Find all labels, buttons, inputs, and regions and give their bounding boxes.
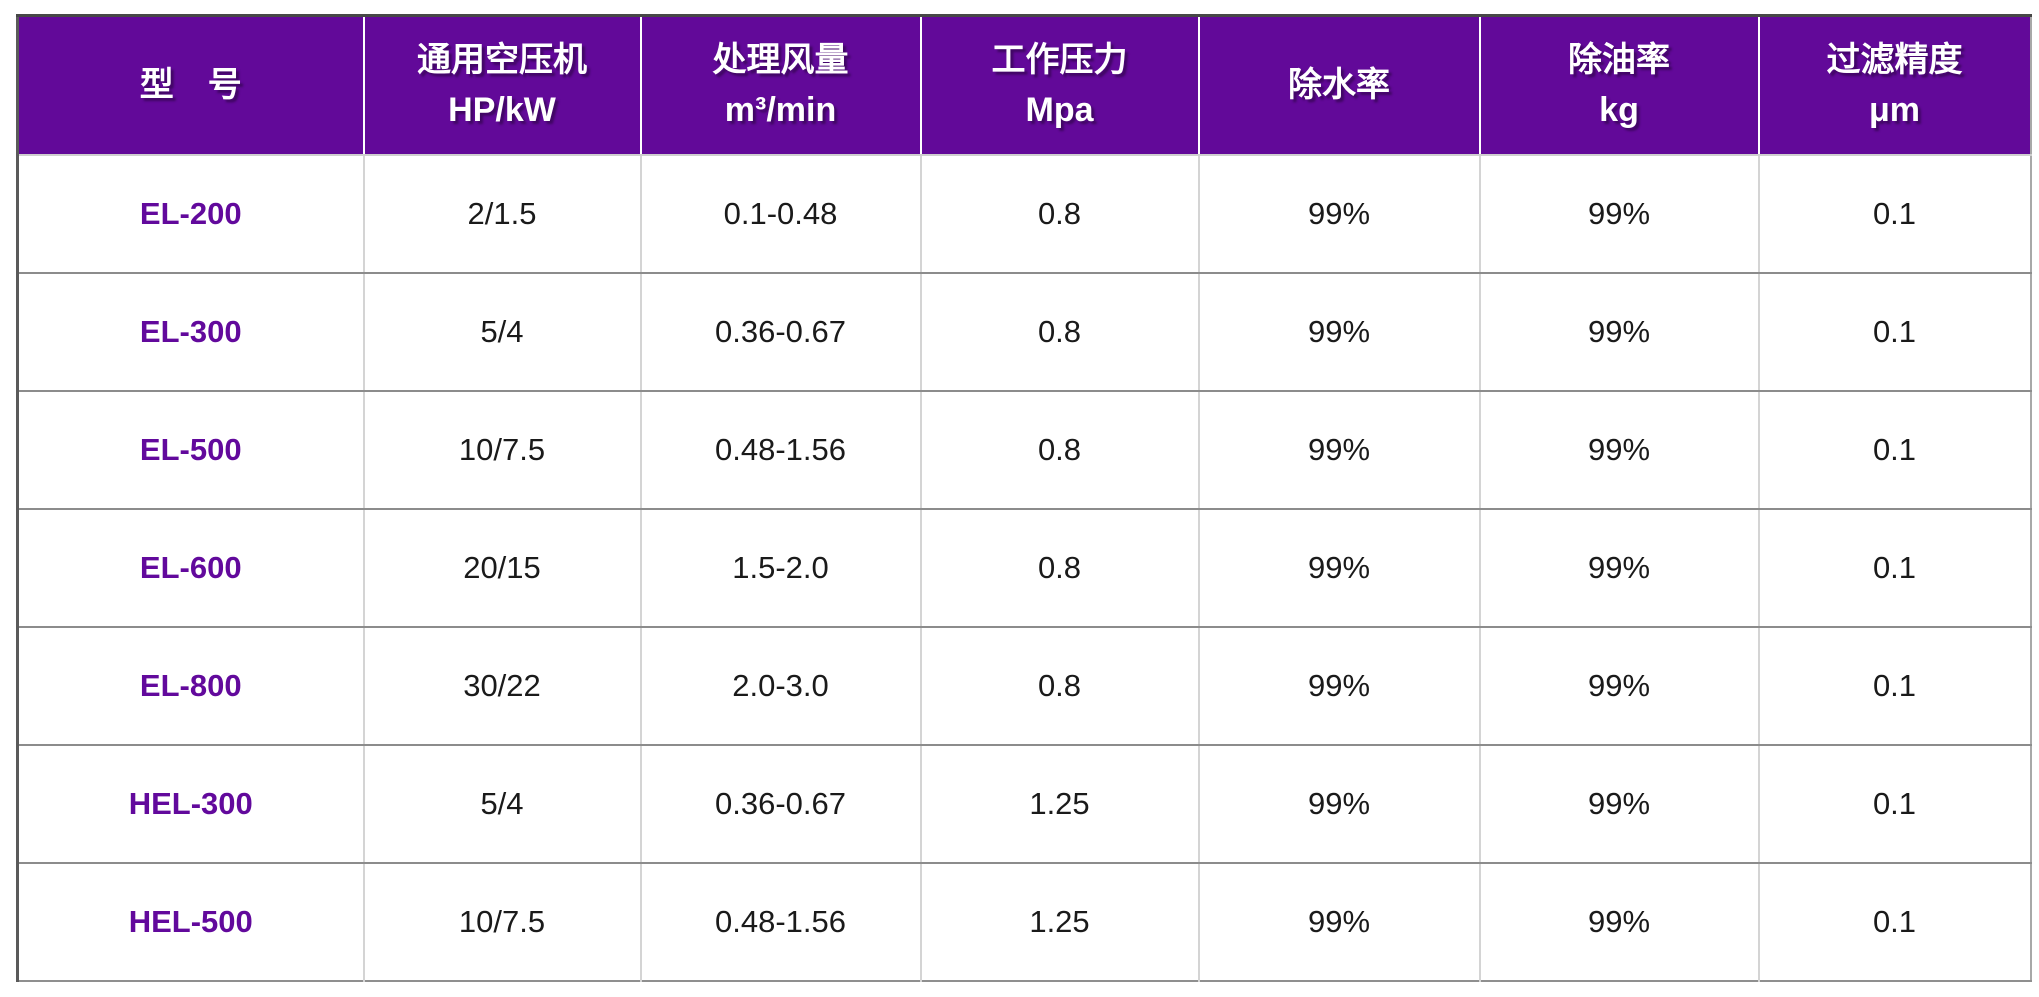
table-row: EL-800 30/22 2.0-3.0 0.8 99% 99% 0.1 [17, 627, 2031, 746]
pressure-cell: 0.8 [920, 627, 1200, 746]
col-header-model-line1: 型 号 [139, 65, 242, 104]
model-cell: EL-800 [17, 627, 365, 746]
model-cell: EL-600 [17, 509, 365, 628]
col-header-pressure-line2: Mpa [1025, 90, 1094, 129]
pressure-cell: 1.25 [920, 863, 1200, 981]
hp-kw-cell: 5/4 [363, 273, 642, 392]
col-header-compressor-line2: HP/kW [448, 90, 556, 129]
col-header-oil-line2: kg [1599, 90, 1639, 129]
col-header-water-removal: 除水率 [1198, 15, 1481, 156]
oil-removal-cell: 99% [1479, 509, 1760, 628]
oil-removal-cell: 99% [1479, 391, 1760, 510]
col-header-model: 型 号 [17, 15, 365, 156]
oil-removal-cell: 99% [1479, 863, 1760, 981]
model-cell: EL-200 [17, 155, 365, 274]
header-row: 型 号 通用空压机 HP/kW 处理风量 m³/min 工作压力 Mpa 除水率 除油… [17, 15, 2031, 156]
airflow-cell: 2.0-3.0 [640, 627, 922, 746]
pressure-cell: 1.25 [920, 745, 1200, 864]
precision-cell: 0.1 [1758, 627, 2031, 746]
hp-kw-cell: 10/7.5 [363, 391, 642, 510]
pressure-cell: 0.8 [920, 155, 1200, 274]
col-header-airflow-line2: m³/min [724, 90, 837, 129]
col-header-precision-line2: μm [1868, 90, 1921, 129]
table-row: HEL-500 10/7.5 0.48-1.56 1.25 99% 99% 0.… [17, 863, 2031, 981]
pressure-cell: 0.8 [920, 273, 1200, 392]
precision-cell: 0.1 [1758, 273, 2031, 392]
pressure-cell: 0.8 [920, 509, 1200, 628]
oil-removal-cell: 99% [1479, 745, 1760, 864]
col-header-filtration-precision: 过滤精度 μm [1758, 15, 2031, 156]
table-row: EL-500 10/7.5 0.48-1.56 0.8 99% 99% 0.1 [17, 391, 2031, 510]
pressure-cell: 0.8 [920, 391, 1200, 510]
model-cell: EL-500 [17, 391, 365, 510]
hp-kw-cell: 10/7.5 [363, 863, 642, 981]
col-header-water-line1: 除水率 [1288, 65, 1390, 104]
table-row: HEL-300 5/4 0.36-0.67 1.25 99% 99% 0.1 [17, 745, 2031, 864]
hp-kw-cell: 2/1.5 [363, 155, 642, 274]
water-removal-cell: 99% [1198, 273, 1481, 392]
airflow-cell: 0.48-1.56 [640, 863, 922, 981]
water-removal-cell: 99% [1198, 863, 1481, 981]
col-header-compressor-line1: 通用空压机 [417, 41, 587, 80]
oil-removal-cell: 99% [1479, 627, 1760, 746]
col-header-airflow-line1: 处理风量 [712, 41, 849, 80]
precision-cell: 0.1 [1758, 509, 2031, 628]
col-header-oil-line1: 除油率 [1568, 41, 1670, 80]
precision-cell: 0.1 [1758, 745, 2031, 864]
airflow-cell: 1.5-2.0 [640, 509, 922, 628]
oil-removal-cell: 99% [1479, 155, 1760, 274]
model-cell: EL-300 [17, 273, 365, 392]
model-cell: HEL-300 [17, 745, 365, 864]
col-header-oil-removal: 除油率 kg [1479, 15, 1760, 156]
water-removal-cell: 99% [1198, 155, 1481, 274]
product-spec-table-wrap: 型 号 通用空压机 HP/kW 处理风量 m³/min 工作压力 Mpa 除水率 除油… [16, 14, 2032, 982]
table-row: EL-600 20/15 1.5-2.0 0.8 99% 99% 0.1 [17, 509, 2031, 628]
airflow-cell: 0.36-0.67 [640, 745, 922, 864]
col-header-precision-line1: 过滤精度 [1826, 41, 1963, 80]
precision-cell: 0.1 [1758, 863, 2031, 981]
water-removal-cell: 99% [1198, 627, 1481, 746]
hp-kw-cell: 20/15 [363, 509, 642, 628]
model-cell: HEL-500 [17, 863, 365, 981]
product-spec-table: 型 号 通用空压机 HP/kW 处理风量 m³/min 工作压力 Mpa 除水率 除油… [16, 14, 2032, 982]
col-header-airflow: 处理风量 m³/min [640, 15, 922, 156]
hp-kw-cell: 5/4 [363, 745, 642, 864]
table-row: EL-200 2/1.5 0.1-0.48 0.8 99% 99% 0.1 [17, 155, 2031, 274]
water-removal-cell: 99% [1198, 509, 1481, 628]
col-header-pressure-line1: 工作压力 [991, 41, 1128, 80]
table-row: EL-300 5/4 0.36-0.67 0.8 99% 99% 0.1 [17, 273, 2031, 392]
water-removal-cell: 99% [1198, 745, 1481, 864]
col-header-compressor-hp-kw: 通用空压机 HP/kW [363, 15, 642, 156]
oil-removal-cell: 99% [1479, 273, 1760, 392]
airflow-cell: 0.36-0.67 [640, 273, 922, 392]
precision-cell: 0.1 [1758, 391, 2031, 510]
airflow-cell: 0.48-1.56 [640, 391, 922, 510]
col-header-working-pressure: 工作压力 Mpa [920, 15, 1200, 156]
water-removal-cell: 99% [1198, 391, 1481, 510]
airflow-cell: 0.1-0.48 [640, 155, 922, 274]
precision-cell: 0.1 [1758, 155, 2031, 274]
hp-kw-cell: 30/22 [363, 627, 642, 746]
